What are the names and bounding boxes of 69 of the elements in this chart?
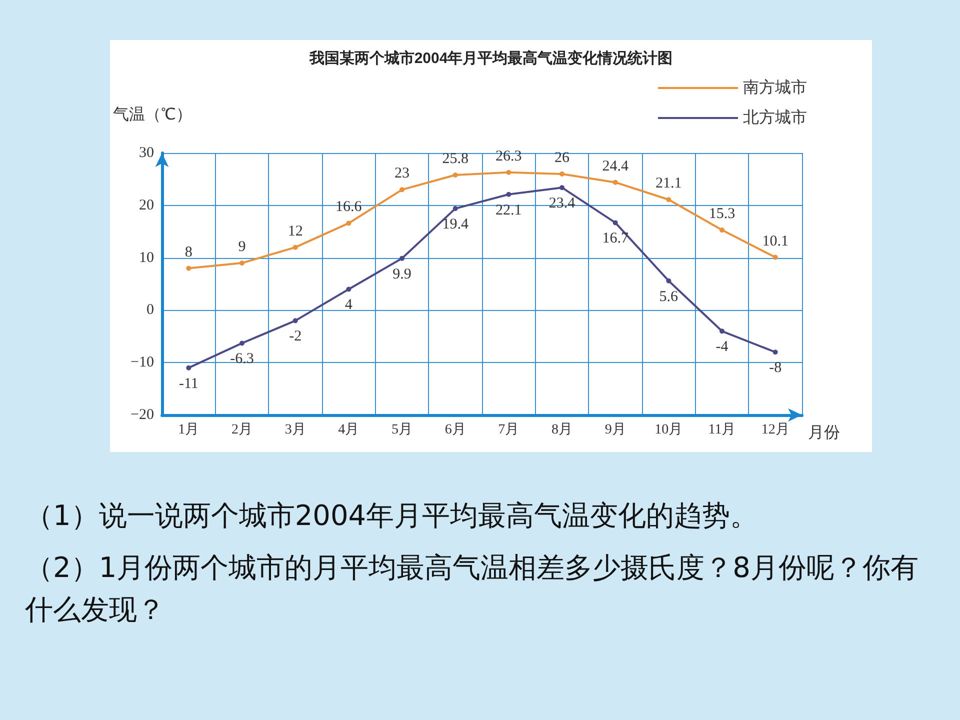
chart-title: 我国某两个城市2004年月平均最高气温变化情况统计图 — [308, 49, 673, 67]
point — [612, 180, 618, 185]
point — [292, 318, 298, 324]
y-tick-label: 20 — [139, 197, 154, 214]
point — [346, 220, 352, 226]
x-tick-label: 9月 — [604, 422, 626, 438]
point — [400, 256, 404, 261]
point — [292, 244, 298, 250]
y-tick-label: 30 — [139, 145, 154, 161]
point — [720, 228, 724, 233]
legend-label: 南方城市 — [743, 78, 807, 96]
data-label: 8 — [184, 244, 192, 260]
point — [452, 206, 458, 212]
data-label: -8 — [769, 360, 782, 376]
y-tick-label: 10 — [139, 250, 154, 266]
data-label: 21.1 — [656, 176, 682, 192]
point — [666, 197, 672, 202]
data-label: 5.6 — [659, 288, 679, 305]
data-label: 15.3 — [708, 206, 736, 222]
data-label: -4 — [716, 339, 729, 356]
legend-label: 北方城市 — [743, 108, 807, 126]
point — [240, 340, 244, 346]
y-tick-label: 0 — [146, 302, 154, 318]
data-label: 19.4 — [442, 216, 469, 233]
data-label: 25.8 — [442, 151, 468, 168]
data-label: 26 — [554, 150, 570, 166]
data-label: 24.4 — [602, 158, 629, 174]
point — [400, 187, 404, 192]
x-tick-label: 5月 — [392, 422, 412, 438]
data-label: 12 — [288, 223, 303, 240]
data-label: -2 — [289, 328, 302, 345]
point — [186, 365, 192, 370]
y-axis-title: 气温（℃） — [113, 106, 192, 124]
point — [720, 328, 724, 334]
data-label: 10.1 — [762, 233, 788, 250]
x-tick-label: 6月 — [444, 422, 466, 438]
x-tick-label: 12月 — [761, 422, 790, 438]
data-label: 9 — [238, 239, 246, 256]
text: （2）1月份两个城市的月平均最高气温相差多少摄氏度？8月份呢？你有什么发现？ — [25, 550, 920, 628]
point — [346, 286, 352, 292]
data-label: 16.7 — [602, 230, 629, 247]
data-label: 23 — [394, 166, 410, 182]
point — [506, 170, 512, 175]
point — [240, 260, 244, 266]
y-tick-label: −20 — [130, 407, 154, 423]
x-tick-label: 3月 — [284, 422, 306, 438]
y-tick-label: −10 — [130, 354, 154, 371]
data-label: 4 — [344, 297, 353, 314]
point — [452, 172, 458, 178]
point — [560, 171, 564, 176]
data-label: -11 — [178, 376, 198, 392]
point — [772, 350, 778, 355]
text: （1）说一说两个城市2004年月平均最高气温变化的趋势。 — [25, 498, 760, 534]
x-tick-label: 7月 — [498, 422, 520, 438]
point — [560, 185, 564, 190]
point — [612, 220, 618, 226]
x-tick-label: 10月 — [654, 422, 683, 438]
point — [506, 192, 512, 197]
data-label: 9.9 — [392, 266, 412, 282]
x-tick-label: 11月 — [708, 422, 736, 438]
point — [666, 278, 672, 284]
x-tick-label: 2月 — [232, 422, 252, 438]
point — [186, 266, 192, 271]
x-axis-title: 月份 — [808, 424, 840, 442]
data-label: 22.1 — [496, 202, 522, 218]
x-tick-label: 8月 — [552, 422, 572, 438]
x-tick-label: 4月 — [338, 422, 360, 438]
x-tick-label: 1月 — [178, 422, 200, 438]
point — [772, 254, 778, 260]
